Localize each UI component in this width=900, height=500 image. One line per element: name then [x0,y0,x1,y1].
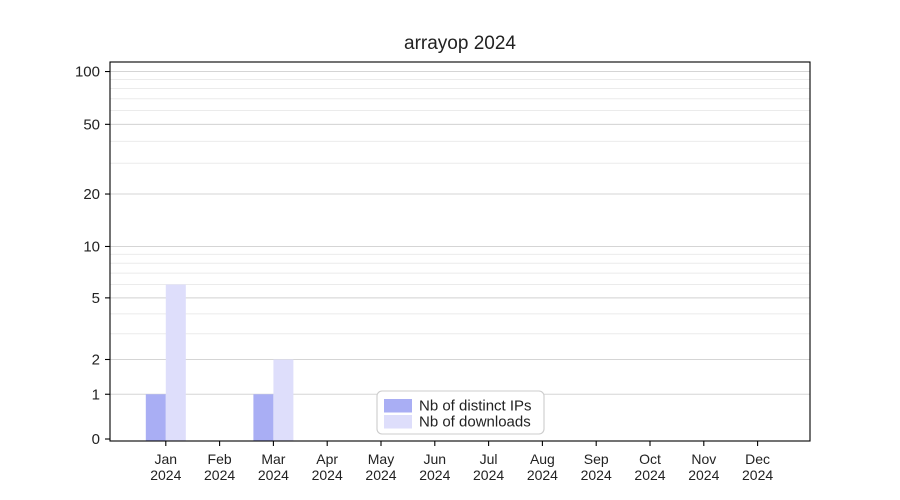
svg-text:2024: 2024 [258,467,289,483]
svg-text:2024: 2024 [527,467,558,483]
svg-text:Nb of distinct IPs: Nb of distinct IPs [419,398,532,415]
svg-text:2024: 2024 [312,467,343,483]
svg-text:2024: 2024 [150,467,181,483]
svg-text:0: 0 [92,431,100,448]
svg-text:Mar: Mar [261,451,285,467]
svg-text:2024: 2024 [688,467,719,483]
svg-text:2024: 2024 [742,467,773,483]
svg-text:1: 1 [92,386,100,403]
svg-text:2024: 2024 [419,467,450,483]
svg-text:10: 10 [83,238,100,255]
svg-text:Feb: Feb [208,451,232,467]
svg-text:2: 2 [92,351,100,368]
svg-text:50: 50 [83,116,100,133]
svg-text:Nov: Nov [691,451,716,467]
svg-text:Nb of downloads: Nb of downloads [419,414,531,431]
svg-text:May: May [368,451,394,467]
svg-text:Jan: Jan [155,451,178,467]
svg-text:Oct: Oct [639,451,661,467]
svg-text:Jul: Jul [480,451,498,467]
svg-text:5: 5 [92,290,100,307]
svg-text:2024: 2024 [473,467,504,483]
svg-text:2024: 2024 [581,467,612,483]
svg-text:2024: 2024 [365,467,396,483]
svg-text:Jun: Jun [424,451,447,467]
svg-text:2024: 2024 [634,467,665,483]
svg-text:Sep: Sep [584,451,609,467]
svg-text:20: 20 [83,186,100,203]
svg-text:Dec: Dec [745,451,770,467]
svg-text:Apr: Apr [316,451,338,467]
svg-text:100: 100 [75,64,100,81]
svg-text:Aug: Aug [530,451,555,467]
svg-text:2024: 2024 [204,467,235,483]
